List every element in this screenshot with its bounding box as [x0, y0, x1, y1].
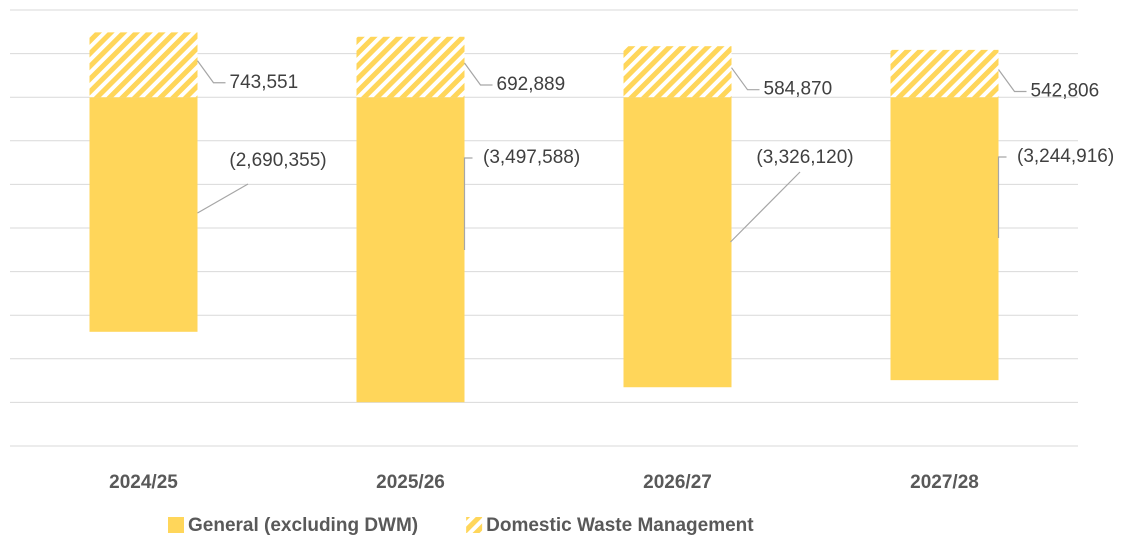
- bar-segment: [623, 46, 732, 98]
- bar-segment: [890, 49, 999, 98]
- leader-line: [731, 67, 760, 91]
- data-label: 542,806: [1031, 81, 1100, 102]
- legend-label: Domestic Waste Management: [486, 515, 754, 536]
- bar-segment: [890, 97, 999, 381]
- data-label: (2,690,355): [229, 150, 326, 171]
- x-tick-label: 2027/28: [910, 472, 979, 493]
- bar-segment: [356, 36, 465, 98]
- leader-line: [998, 69, 1027, 93]
- legend-label: General (excluding DWM): [188, 515, 418, 536]
- data-label: (3,244,916): [1017, 146, 1114, 167]
- leader-line: [464, 62, 493, 86]
- bar-segment: [623, 97, 732, 388]
- leader-line: [197, 60, 226, 84]
- bar-segment: [356, 97, 465, 403]
- leader-line: [730, 171, 801, 243]
- legend-swatch: [168, 517, 184, 533]
- leader-line: [463, 157, 473, 250]
- bar-segment: [89, 97, 198, 332]
- data-label: 743,551: [230, 72, 299, 93]
- bar-segment: [89, 32, 198, 98]
- legend-swatch: [466, 517, 483, 533]
- data-label: 692,889: [497, 74, 566, 95]
- x-tick-label: 2026/27: [643, 472, 712, 493]
- leader-line: [997, 156, 1007, 238]
- x-tick-label: 2024/25: [109, 472, 178, 493]
- x-tick-label: 2025/26: [376, 472, 445, 493]
- data-label: (3,497,588): [483, 147, 580, 168]
- data-label: 584,870: [764, 79, 833, 100]
- data-label: (3,326,120): [756, 147, 853, 168]
- leader-line: [197, 183, 249, 214]
